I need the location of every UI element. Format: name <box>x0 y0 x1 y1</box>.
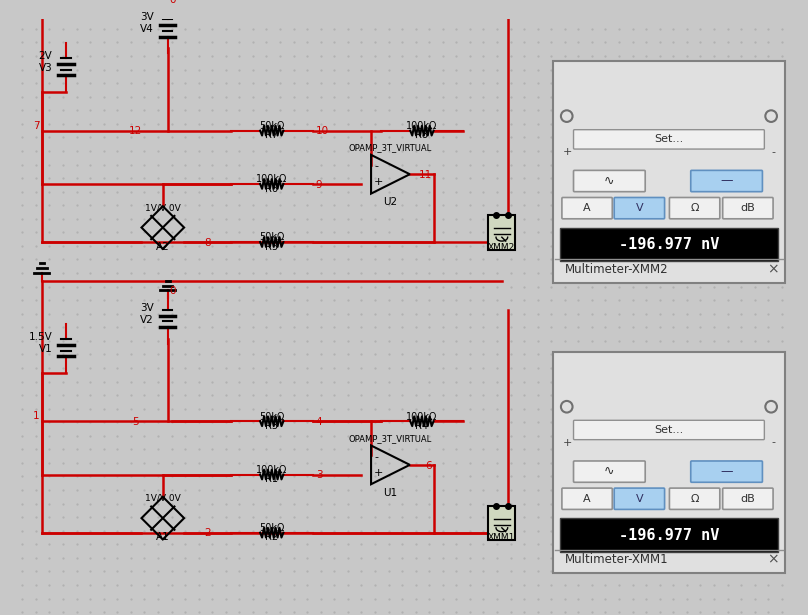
Text: 12: 12 <box>129 127 142 137</box>
Text: 100kΩ: 100kΩ <box>406 411 438 421</box>
Text: 1V/V 0V: 1V/V 0V <box>145 494 181 503</box>
Text: R1: R1 <box>265 474 278 484</box>
Text: 50kΩ: 50kΩ <box>259 411 284 421</box>
Text: dB: dB <box>740 494 755 504</box>
Text: R4: R4 <box>415 421 428 431</box>
FancyBboxPatch shape <box>691 170 763 192</box>
Text: 2V: 2V <box>39 51 53 61</box>
Text: ∿: ∿ <box>604 465 615 478</box>
Text: 4: 4 <box>316 417 322 427</box>
Text: R3: R3 <box>265 421 278 431</box>
Text: Set...: Set... <box>654 425 684 435</box>
Text: A1: A1 <box>156 533 170 542</box>
Text: V4: V4 <box>141 24 154 34</box>
FancyBboxPatch shape <box>574 170 646 192</box>
Text: U2: U2 <box>383 197 398 207</box>
Text: Multimeter-XMM2: Multimeter-XMM2 <box>565 263 668 276</box>
Text: 100kΩ: 100kΩ <box>256 174 288 184</box>
Text: —: — <box>720 175 733 188</box>
FancyBboxPatch shape <box>722 488 773 509</box>
Text: R6: R6 <box>265 184 278 194</box>
FancyBboxPatch shape <box>614 197 665 219</box>
Text: R8: R8 <box>415 130 428 140</box>
Text: U1: U1 <box>383 488 398 498</box>
FancyBboxPatch shape <box>553 61 785 283</box>
Text: A2: A2 <box>156 242 170 252</box>
Text: A: A <box>583 494 591 504</box>
Text: 50kΩ: 50kΩ <box>259 523 284 533</box>
Text: V3: V3 <box>39 63 53 73</box>
Text: 5: 5 <box>133 417 139 427</box>
Text: 6: 6 <box>426 461 432 470</box>
Text: OPAMP_3T_VIRTUAL: OPAMP_3T_VIRTUAL <box>349 143 432 153</box>
Text: V: V <box>636 494 643 504</box>
Text: V: V <box>636 203 643 213</box>
Text: —: — <box>720 465 733 478</box>
FancyBboxPatch shape <box>488 215 516 250</box>
Text: 1.5V: 1.5V <box>28 332 53 342</box>
Text: ×: × <box>768 262 779 276</box>
Text: 100kΩ: 100kΩ <box>256 465 288 475</box>
Text: 3V: 3V <box>141 12 154 22</box>
FancyBboxPatch shape <box>562 197 612 219</box>
Text: -196.977 nV: -196.977 nV <box>619 528 719 542</box>
Text: 3: 3 <box>316 470 322 480</box>
Text: +: + <box>563 147 572 157</box>
FancyBboxPatch shape <box>669 197 720 219</box>
Text: 9: 9 <box>316 180 322 190</box>
Text: OPAMP_3T_VIRTUAL: OPAMP_3T_VIRTUAL <box>349 434 432 443</box>
FancyBboxPatch shape <box>553 352 785 573</box>
Text: 1: 1 <box>33 411 40 421</box>
Text: 8: 8 <box>204 238 211 248</box>
Text: 1V/V 0V: 1V/V 0V <box>145 204 181 212</box>
FancyBboxPatch shape <box>560 518 778 552</box>
Text: R2: R2 <box>265 533 278 542</box>
Text: A: A <box>583 203 591 213</box>
Text: Multimeter-XMM1: Multimeter-XMM1 <box>565 554 668 566</box>
Text: 100kΩ: 100kΩ <box>406 121 438 131</box>
Text: 0: 0 <box>170 285 176 296</box>
Text: XMM1: XMM1 <box>488 533 516 542</box>
Text: Ω: Ω <box>690 203 699 213</box>
Text: 11: 11 <box>419 170 432 180</box>
Text: R7: R7 <box>265 130 278 140</box>
Text: 50kΩ: 50kΩ <box>259 232 284 242</box>
Text: ∿: ∿ <box>604 175 615 188</box>
FancyBboxPatch shape <box>574 130 764 149</box>
Text: -196.977 nV: -196.977 nV <box>619 237 719 252</box>
Text: 10: 10 <box>316 127 329 137</box>
FancyBboxPatch shape <box>488 506 516 541</box>
Text: 50kΩ: 50kΩ <box>259 121 284 131</box>
Text: -: - <box>771 147 775 157</box>
FancyBboxPatch shape <box>669 488 720 509</box>
Text: XMM2: XMM2 <box>488 243 516 252</box>
Text: 3V: 3V <box>141 303 154 313</box>
Text: dB: dB <box>740 203 755 213</box>
Text: +: + <box>563 437 572 448</box>
Text: +: + <box>374 467 383 478</box>
Text: +: + <box>374 177 383 187</box>
Text: V2: V2 <box>141 314 154 325</box>
FancyBboxPatch shape <box>574 420 764 440</box>
Text: R5: R5 <box>265 242 278 252</box>
FancyBboxPatch shape <box>562 488 612 509</box>
FancyBboxPatch shape <box>560 228 778 261</box>
Text: 0: 0 <box>170 0 176 5</box>
Text: ×: × <box>768 553 779 567</box>
FancyBboxPatch shape <box>614 488 665 509</box>
Text: 7: 7 <box>33 121 40 131</box>
Text: -: - <box>771 437 775 448</box>
Text: -: - <box>374 162 378 172</box>
FancyBboxPatch shape <box>691 461 763 482</box>
Text: Set...: Set... <box>654 134 684 145</box>
FancyBboxPatch shape <box>722 197 773 219</box>
Text: Ω: Ω <box>690 494 699 504</box>
FancyBboxPatch shape <box>574 461 646 482</box>
Text: 2: 2 <box>204 528 211 539</box>
Text: V1: V1 <box>39 344 53 354</box>
Text: -: - <box>374 452 378 462</box>
